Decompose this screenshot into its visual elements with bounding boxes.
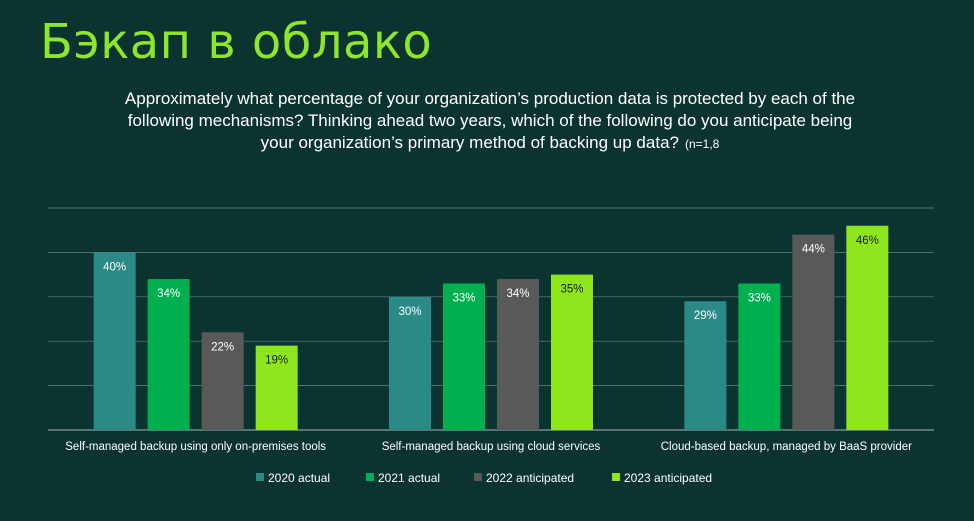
bar — [201, 332, 244, 430]
data-label: 30% — [398, 306, 421, 318]
legend-swatch — [256, 473, 264, 481]
data-label: 33% — [748, 292, 771, 304]
data-label: 33% — [452, 292, 475, 304]
bars — [93, 225, 889, 430]
bar — [846, 225, 889, 430]
category-label: Self-managed backup using cloud services — [382, 441, 601, 453]
bar — [738, 283, 781, 430]
data-label: 29% — [694, 310, 717, 322]
bar — [684, 301, 727, 430]
data-label: 19% — [265, 355, 288, 367]
data-label: 40% — [103, 261, 126, 273]
bar — [389, 296, 431, 430]
data-label: 22% — [211, 341, 234, 353]
category-label: Self-managed backup using only on-premis… — [65, 441, 326, 453]
bar — [443, 283, 485, 430]
value-labels: 40% 34% 22% 19% 30% 33% 34% 35% 29% 33% 44% 46% — [103, 235, 879, 367]
legend-label: 2023 anticipated — [624, 471, 712, 485]
category-label: Cloud-based backup, managed by BaaS prov… — [661, 441, 912, 453]
legend-label: 2021 actual — [378, 471, 440, 485]
data-label: 34% — [157, 288, 180, 300]
sample-size-note: (n=1,8 — [684, 137, 720, 151]
legend-swatch — [366, 473, 374, 481]
data-label: 46% — [856, 235, 879, 247]
bar — [497, 279, 539, 430]
bar — [792, 234, 835, 430]
gridlines — [48, 207, 934, 431]
bar — [147, 279, 190, 430]
data-label: 35% — [560, 284, 583, 296]
bar — [93, 252, 136, 430]
legend-label: 2020 actual — [268, 471, 330, 485]
data-label: 44% — [802, 244, 825, 256]
category-labels: Self-managed backup using only on-premis… — [65, 441, 912, 453]
bar — [551, 274, 593, 430]
legend: 2020 actual 2021 actual 2022 anticipated 20… — [256, 471, 712, 485]
question-text: Approximately what percentage of your or… — [124, 89, 856, 152]
legend-swatch — [612, 473, 620, 481]
survey-question: Approximately what percentage of your or… — [120, 88, 860, 155]
bar — [255, 345, 298, 430]
page-title: Бэкап в облако — [40, 14, 433, 70]
legend-label: 2022 anticipated — [486, 471, 574, 485]
legend-swatch — [474, 473, 482, 481]
data-label: 34% — [506, 288, 529, 300]
